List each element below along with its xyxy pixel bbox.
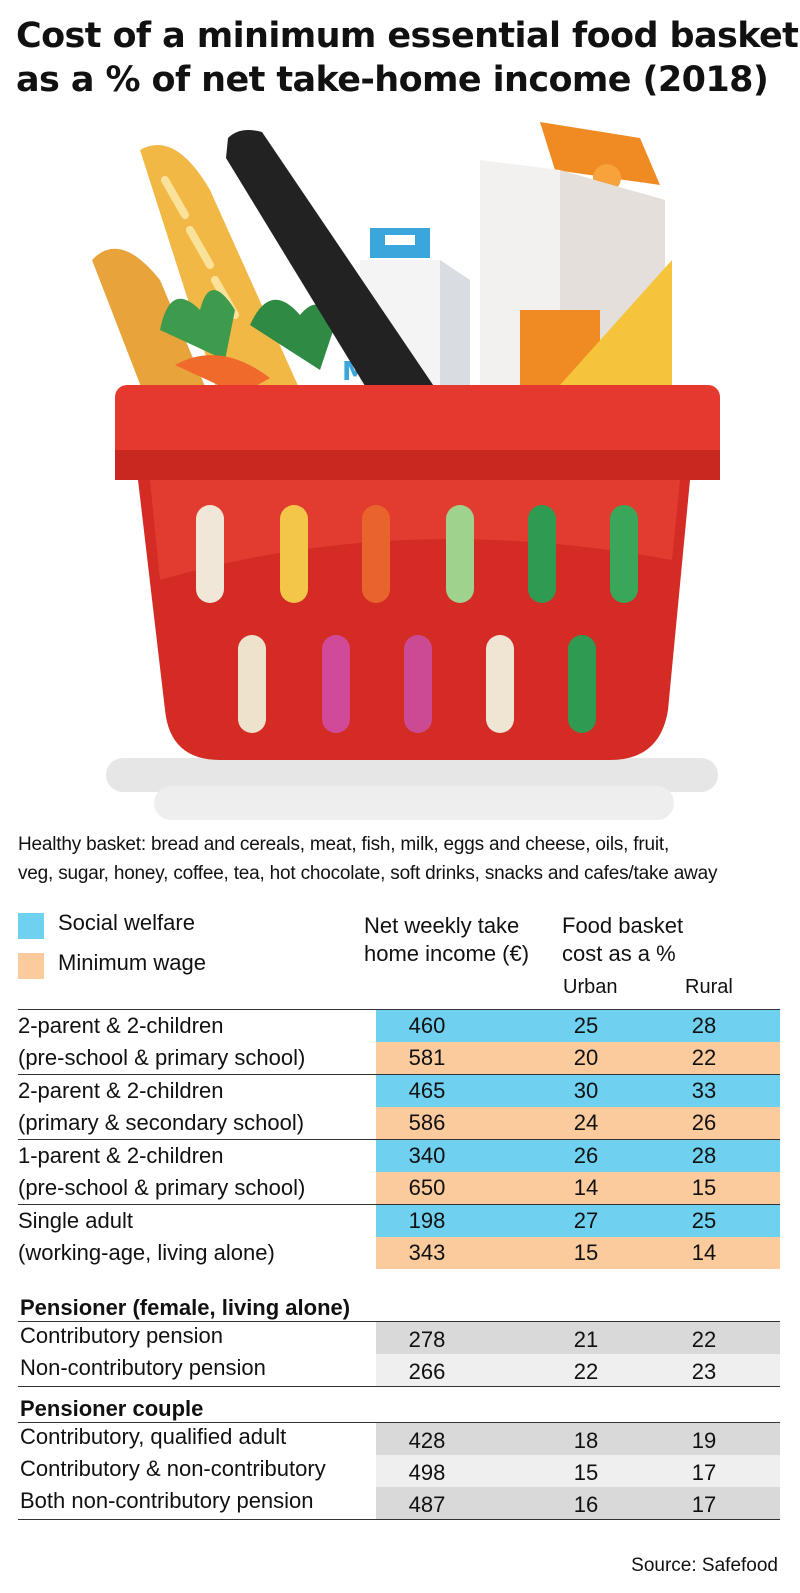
row-divider (18, 1074, 780, 1075)
urban-cell: 30 (573, 1078, 599, 1103)
row-divider (18, 1204, 780, 1205)
social-welfare-swatch (18, 913, 44, 939)
rural-cell: 26 (691, 1110, 717, 1135)
rural-cell: 33 (691, 1078, 717, 1103)
row-band (376, 1140, 780, 1172)
income-cell: 340 (408, 1143, 446, 1168)
social-welfare-label: Social welfare (58, 910, 195, 935)
section-rule (18, 1519, 780, 1520)
shopping-basket-icon: MILK (92, 122, 720, 820)
section-rule (18, 1422, 780, 1423)
income-header-line-1: Net weekly take (364, 913, 520, 938)
row-band (376, 1205, 780, 1237)
rural-cell: 17 (691, 1492, 717, 1517)
bread-icon (92, 145, 300, 410)
title-line-1: Cost of a minimum essential food basket (16, 16, 799, 56)
rural-cell: 15 (691, 1175, 717, 1200)
urban-cell: 24 (573, 1110, 599, 1135)
row-band (376, 1010, 780, 1042)
household-sublabel: (working-age, living alone) (18, 1240, 275, 1265)
section-rule (18, 1386, 780, 1387)
income-cell: 498 (408, 1460, 446, 1485)
rural-cell: 23 (691, 1359, 717, 1384)
pension-type-label: Non-contributory pension (20, 1355, 266, 1380)
income-cell: 198 (408, 1208, 446, 1233)
rural-cell: 28 (691, 1013, 717, 1038)
description-line-1: Healthy basket: bread and cereals, meat,… (18, 834, 670, 855)
income-cell: 343 (408, 1240, 446, 1265)
income-cell: 460 (408, 1013, 446, 1038)
household-sublabel: (primary & secondary school) (18, 1110, 305, 1135)
urban-cell: 26 (573, 1143, 599, 1168)
household-label: 2-parent & 2-children (18, 1013, 224, 1038)
rural-cell: 22 (691, 1045, 717, 1070)
minimum-wage-label: Minimum wage (58, 950, 206, 975)
rural-cell: 19 (691, 1428, 717, 1453)
urban-cell: 21 (573, 1327, 599, 1352)
description-line-2: veg, sugar, honey, coffee, tea, hot choc… (18, 863, 718, 884)
urban-cell: 16 (573, 1492, 599, 1517)
household-label: Single adult (18, 1208, 133, 1233)
urban-cell: 15 (573, 1460, 599, 1485)
cost-header-line-2: cost as a % (562, 941, 676, 966)
income-cell: 266 (408, 1359, 446, 1384)
pensioner-section-title: Pensioner couple (20, 1396, 204, 1421)
pension-type-label: Contributory pension (20, 1323, 224, 1348)
row-band (376, 1172, 780, 1204)
urban-header: Urban (563, 976, 618, 998)
household-label: 2-parent & 2-children (18, 1078, 224, 1103)
row-band (376, 1237, 780, 1269)
rural-cell: 17 (691, 1460, 717, 1485)
cost-header-line-1: Food basket (562, 913, 684, 938)
page-title: Cost of a minimum essential food basket … (16, 14, 799, 102)
urban-cell: 14 (573, 1175, 599, 1200)
row-band (376, 1455, 780, 1487)
rural-cell: 22 (691, 1327, 717, 1352)
income-cell: 278 (408, 1327, 446, 1352)
urban-cell: 22 (573, 1359, 599, 1384)
row-band (376, 1322, 780, 1354)
pension-type-label: Both non-contributory pension (20, 1488, 314, 1513)
rural-cell: 14 (691, 1240, 717, 1265)
row-band (376, 1075, 780, 1107)
table-top-rule (18, 1009, 780, 1010)
income-header-line-2: home income (€) (364, 941, 530, 966)
minimum-wage-swatch (18, 953, 44, 979)
urban-cell: 25 (573, 1013, 599, 1038)
income-column-header: Net weekly take home income (€) (364, 912, 529, 968)
carrot-icon (160, 290, 335, 395)
row-band (376, 1107, 780, 1139)
income-cell: 428 (408, 1428, 446, 1453)
cheese-icon (560, 260, 672, 385)
row-divider (18, 1139, 780, 1140)
income-cell: 650 (408, 1175, 446, 1200)
row-band (376, 1042, 780, 1074)
household-sublabel: (pre-school & primary school) (18, 1045, 306, 1070)
income-cell: 581 (408, 1045, 446, 1070)
basket-description: Healthy basket: bread and cereals, meat,… (18, 830, 788, 888)
urban-cell: 18 (573, 1428, 599, 1453)
income-cell: 465 (408, 1078, 446, 1103)
source-note: Source: Safefood (631, 1555, 778, 1576)
pension-type-label: Contributory, qualified adult (20, 1424, 287, 1449)
urban-cell: 20 (573, 1045, 599, 1070)
row-band (376, 1487, 780, 1519)
title-line-2: as a % of net take-home income (2018) (16, 60, 769, 100)
rural-header: Rural (685, 976, 733, 998)
household-sublabel: (pre-school & primary school) (18, 1175, 306, 1200)
income-cell: 586 (408, 1110, 446, 1135)
urban-cell: 15 (573, 1240, 599, 1265)
pensioner-section-title: Pensioner (female, living alone) (20, 1295, 351, 1320)
income-cell: 487 (408, 1492, 446, 1517)
cost-column-header: Food basket cost as a % (562, 912, 683, 968)
rural-cell: 28 (691, 1143, 717, 1168)
household-label: 1-parent & 2-children (18, 1143, 224, 1168)
pension-type-label: Contributory & non-contributory (20, 1456, 326, 1481)
section-rule (18, 1321, 780, 1322)
row-band (376, 1423, 780, 1455)
row-band (376, 1354, 780, 1386)
rural-cell: 25 (691, 1208, 717, 1233)
urban-cell: 27 (573, 1208, 599, 1233)
